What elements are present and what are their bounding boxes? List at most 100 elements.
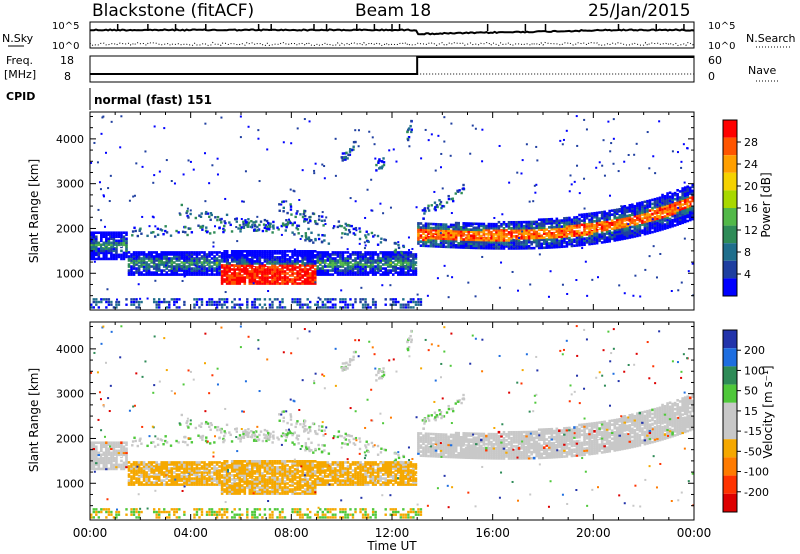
power-cell [253, 272, 257, 275]
power-cell [565, 228, 569, 232]
power-cell [603, 236, 606, 240]
velocity-cell [228, 466, 231, 469]
power-noise [371, 136, 374, 139]
power-cell [610, 235, 614, 239]
power-cell [402, 263, 405, 266]
power-cell [570, 220, 574, 224]
velocity-cell [130, 477, 133, 480]
power-cell [444, 241, 448, 245]
power-cell [532, 234, 536, 238]
power-noise [97, 208, 100, 211]
power-cell [402, 261, 405, 264]
velocity-cell [170, 463, 174, 466]
power-cell [245, 262, 249, 265]
power-cell [560, 221, 564, 224]
power-cell [142, 269, 146, 272]
power-cell [200, 261, 204, 264]
power-cell [469, 238, 473, 242]
power-cell [663, 203, 667, 206]
power-cell [349, 303, 352, 306]
power-noise [239, 136, 242, 139]
colorbar-swatch [723, 120, 737, 138]
power-cell [349, 298, 352, 301]
power-cell [152, 259, 156, 262]
power-cell [366, 306, 370, 309]
power-cell [437, 233, 440, 236]
power-noise [424, 128, 427, 131]
velocity-cell [152, 510, 156, 514]
power-cell [291, 223, 294, 227]
power-cell [344, 269, 347, 272]
power-cell [485, 236, 488, 240]
velocity-cell [200, 479, 204, 482]
power-cell [185, 267, 189, 270]
velocity-cell [213, 479, 216, 482]
velocity-cell [230, 478, 234, 481]
power-cell [344, 251, 347, 254]
velocity-cell [105, 453, 108, 457]
power-cell [89, 237, 93, 241]
velocity-cell [142, 483, 146, 486]
power-cell [457, 221, 460, 225]
power-cell [193, 271, 196, 274]
power-cell [608, 221, 611, 225]
velocity-cell [130, 475, 133, 478]
power-cell [600, 222, 604, 226]
power-cell [268, 262, 272, 265]
power-cell [492, 243, 496, 246]
power-cell [92, 231, 96, 235]
velocity-cell [230, 510, 234, 514]
velocity-cell [235, 464, 239, 467]
power-noise [128, 199, 131, 202]
power-cell [399, 259, 403, 262]
power-cell [605, 232, 609, 235]
power-cell [681, 197, 684, 200]
power-noise [568, 190, 571, 193]
power-cell [359, 269, 362, 272]
velocity-cell [125, 459, 128, 463]
power-cell [585, 224, 589, 228]
power-cell [500, 222, 503, 226]
power-cell [308, 254, 312, 257]
power-cell [115, 253, 118, 257]
velocity-cell [147, 463, 151, 466]
power-gap [567, 231, 570, 233]
power-cell [492, 241, 496, 244]
power-cell [389, 271, 393, 274]
power-cell [376, 234, 380, 238]
power-cell [558, 239, 561, 243]
power-cell [216, 215, 220, 219]
velocity-cell [115, 457, 118, 461]
power-cell [140, 273, 143, 276]
power-cell [512, 241, 516, 244]
power-cell [243, 266, 247, 269]
power-cell [140, 261, 143, 264]
power-cell [661, 203, 664, 207]
power-cell [225, 268, 229, 271]
power-cell [593, 220, 596, 223]
power-cell [505, 222, 508, 226]
power-cell [228, 268, 231, 271]
power-cell [547, 222, 551, 225]
power-cell [691, 189, 695, 193]
power-cell [681, 203, 684, 206]
velocity-cell [230, 464, 234, 467]
power-cell [313, 282, 317, 285]
power-cell [235, 256, 239, 259]
power-cell [490, 238, 493, 242]
power-cell [183, 269, 186, 272]
power-cell [369, 251, 372, 254]
power-noise [578, 192, 581, 195]
power-cell [188, 269, 191, 272]
power-cell [311, 270, 315, 273]
power-cell [678, 204, 682, 207]
velocity-cell [170, 475, 174, 478]
power-cell [515, 235, 518, 238]
power-cell [522, 224, 526, 228]
velocity-cell [89, 443, 93, 447]
velocity-cell [132, 463, 136, 466]
power-cell [412, 261, 415, 264]
power-cell [578, 217, 581, 221]
power-cell [613, 231, 617, 234]
velocity-cell [175, 475, 179, 478]
